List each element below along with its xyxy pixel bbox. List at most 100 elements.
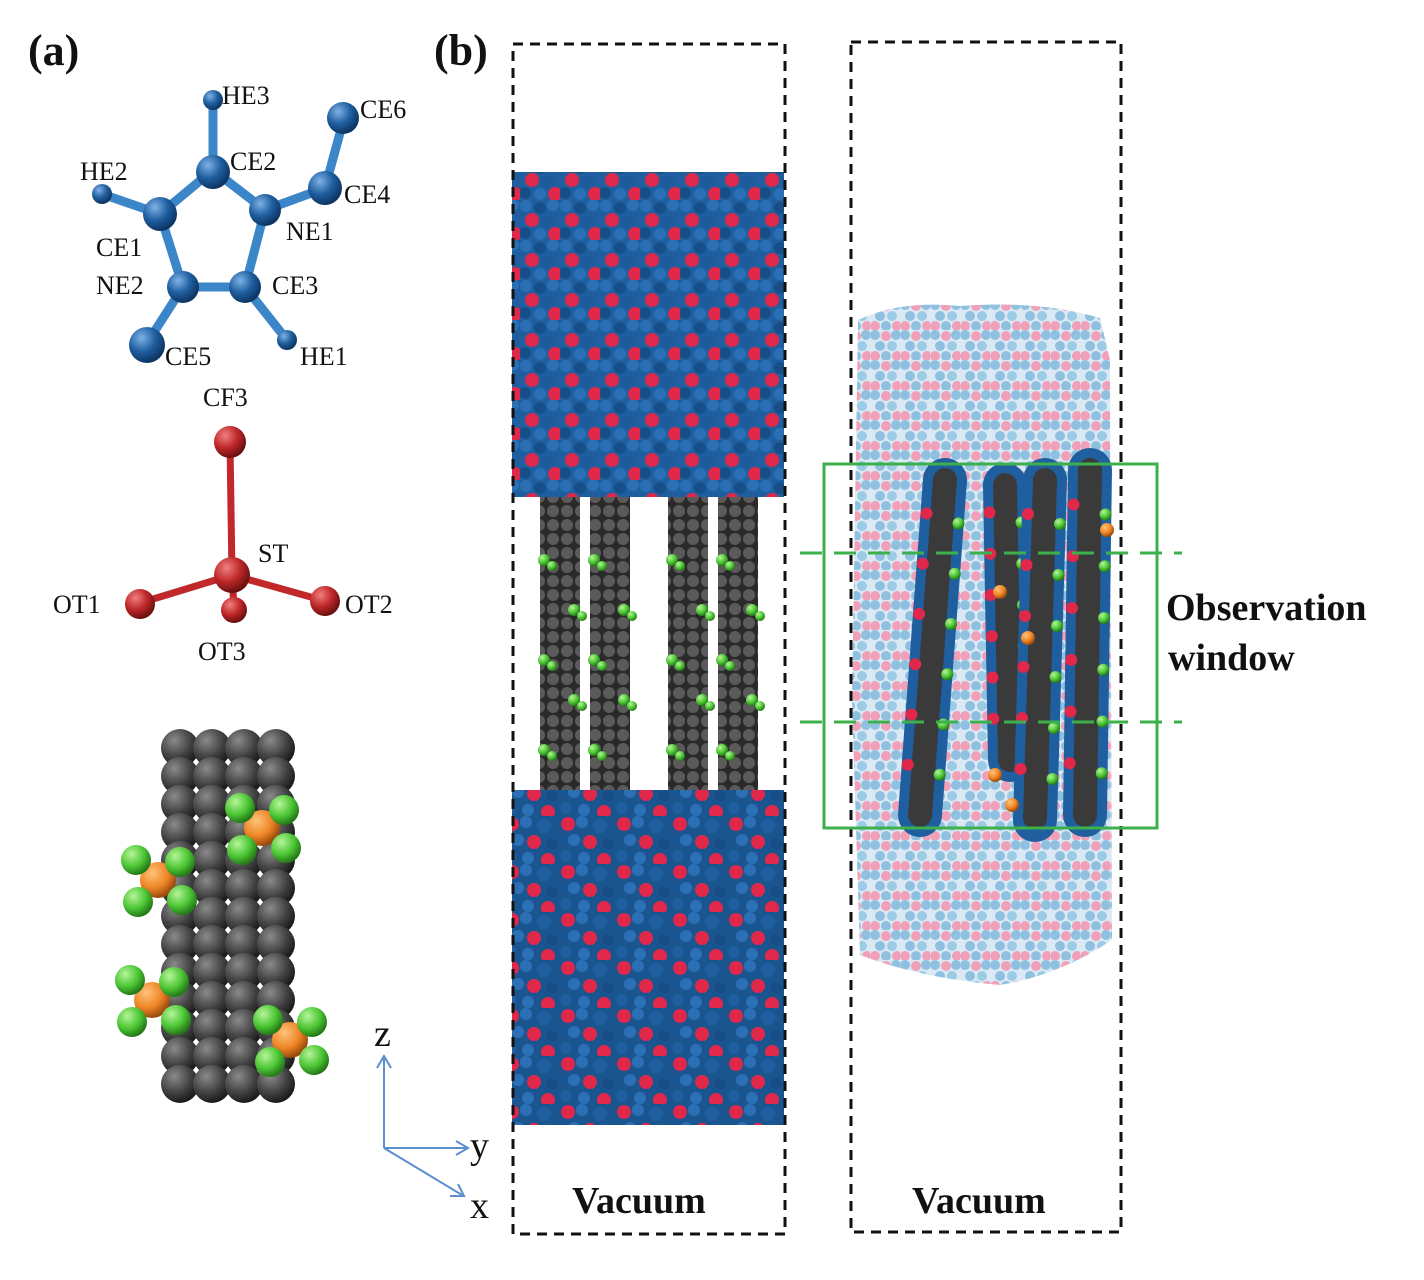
fluorine-atom — [299, 1045, 329, 1075]
fluorine-atom — [945, 618, 957, 630]
fluorine-atom — [1054, 518, 1066, 530]
carbon-atom — [193, 981, 231, 1019]
carbon-atom — [225, 925, 263, 963]
fluorine-atom — [1051, 620, 1063, 632]
fluorine-atom — [725, 751, 735, 761]
carbon-nanotube — [908, 468, 957, 827]
fluorine-atom — [269, 795, 299, 825]
fluorine-atom — [115, 965, 145, 995]
sulfur-atom — [1100, 523, 1114, 537]
anion-particle — [909, 658, 922, 671]
fluorine-atom — [577, 611, 587, 621]
carbon-atom — [193, 813, 231, 851]
fluorine-atom — [675, 561, 685, 571]
sulfur-atom — [272, 1022, 308, 1058]
carbon-atom — [225, 869, 263, 907]
initial-simulation-box: Vacuum — [511, 42, 787, 1236]
fluorine-atom — [1046, 773, 1059, 785]
carbon-nanotube — [718, 497, 758, 790]
anion-particle — [1017, 661, 1030, 673]
fluorine-atom — [948, 567, 961, 580]
ot3-atom — [221, 597, 247, 623]
sulfur-atom — [140, 862, 176, 898]
fluorine-atom — [952, 517, 965, 530]
bottom-ionic-liquid-layer — [512, 790, 784, 1125]
ce3-atom — [229, 271, 261, 303]
fluorine-atom — [675, 751, 685, 761]
carbon-atom — [193, 841, 231, 879]
fluorine-atom — [547, 561, 557, 571]
axis-x-label: x — [470, 1185, 489, 1227]
fluorine-atom — [716, 744, 728, 756]
fluorine-atom — [1097, 663, 1110, 676]
he3-atom — [203, 90, 223, 110]
left-box-outline — [511, 42, 787, 1236]
carbon-atom — [161, 925, 199, 963]
carbon-atom — [257, 925, 295, 963]
fluorine-atom — [696, 694, 708, 706]
left-vacuum-label: Vacuum — [572, 1180, 706, 1222]
label-ce5: CE5 — [165, 342, 211, 371]
right-vacuum-label: Vacuum — [912, 1180, 1046, 1222]
cnt-array-wetted — [898, 448, 1114, 842]
fluorine-atom — [618, 694, 630, 706]
ne1-atom — [249, 194, 281, 226]
fluorine-atom — [1099, 508, 1112, 521]
fluorine-atom — [716, 554, 728, 566]
anion-particle — [916, 557, 929, 570]
fluorine-atom — [167, 885, 197, 915]
anion-particle — [901, 758, 914, 771]
fluorine-atom — [547, 661, 557, 671]
fluorine-atom — [1096, 715, 1109, 728]
label-st: ST — [258, 539, 288, 568]
fluorine-atom — [755, 701, 765, 711]
anion-particle — [1066, 602, 1078, 614]
fluorine-atom — [597, 561, 607, 571]
fluorine-atom — [568, 604, 580, 616]
label-ce1: CE1 — [96, 233, 142, 262]
carbon-atom — [161, 1037, 199, 1075]
fluorine-atom — [941, 668, 954, 681]
carbon-atom — [161, 757, 199, 795]
observation-window-frame — [822, 462, 1159, 830]
fluorine-atom — [117, 1007, 147, 1037]
he1-atom — [277, 330, 297, 350]
label-ce6: CE6 — [360, 95, 406, 124]
fluorine-atom — [618, 604, 630, 616]
carbon-atom — [225, 981, 263, 1019]
carbon-nanotube — [1073, 458, 1102, 827]
anion-particle — [1064, 705, 1077, 718]
fluorine-atom — [746, 694, 758, 706]
carbon-atom — [257, 729, 295, 767]
ne2-atom — [167, 271, 199, 303]
sulfur-atom — [1021, 631, 1035, 645]
label-ot1: OT1 — [53, 590, 101, 619]
fluorine-atom — [666, 654, 678, 666]
sulfur-atom — [988, 768, 1002, 782]
carbon-atom — [193, 1037, 231, 1075]
cnt-array-initial — [538, 497, 765, 790]
carbon-nanotube — [1023, 468, 1057, 832]
coordinate-axes: z y x — [374, 1013, 489, 1227]
fluorine-atom — [755, 611, 765, 621]
fluorine-atom — [746, 604, 758, 616]
anion-particle — [985, 630, 998, 643]
fluorine-atom — [159, 967, 189, 997]
anion-particle — [1020, 559, 1033, 571]
sulfur-atom — [1005, 798, 1019, 812]
carbon-nanotube — [993, 473, 1022, 772]
functionalized-cnt-model — [115, 729, 329, 1103]
carbon-atom — [193, 869, 231, 907]
carbon-atom — [225, 953, 263, 991]
observation-window-label-line1: Observation — [1166, 587, 1367, 629]
fluorine-atom — [297, 1007, 327, 1037]
fluorine-atom — [588, 554, 600, 566]
label-ot2: OT2 — [345, 590, 393, 619]
equilibrated-simulation-box: Vacuum Observation window — [800, 40, 1367, 1234]
fluorine-atom — [568, 694, 580, 706]
observation-window-label-line2: window — [1168, 637, 1295, 679]
anion-molecule: CF3 ST OT1 OT2 OT3 — [53, 383, 393, 666]
label-he2: HE2 — [80, 157, 128, 186]
fluorine-atom — [538, 744, 550, 756]
fluorine-atom — [547, 751, 557, 761]
